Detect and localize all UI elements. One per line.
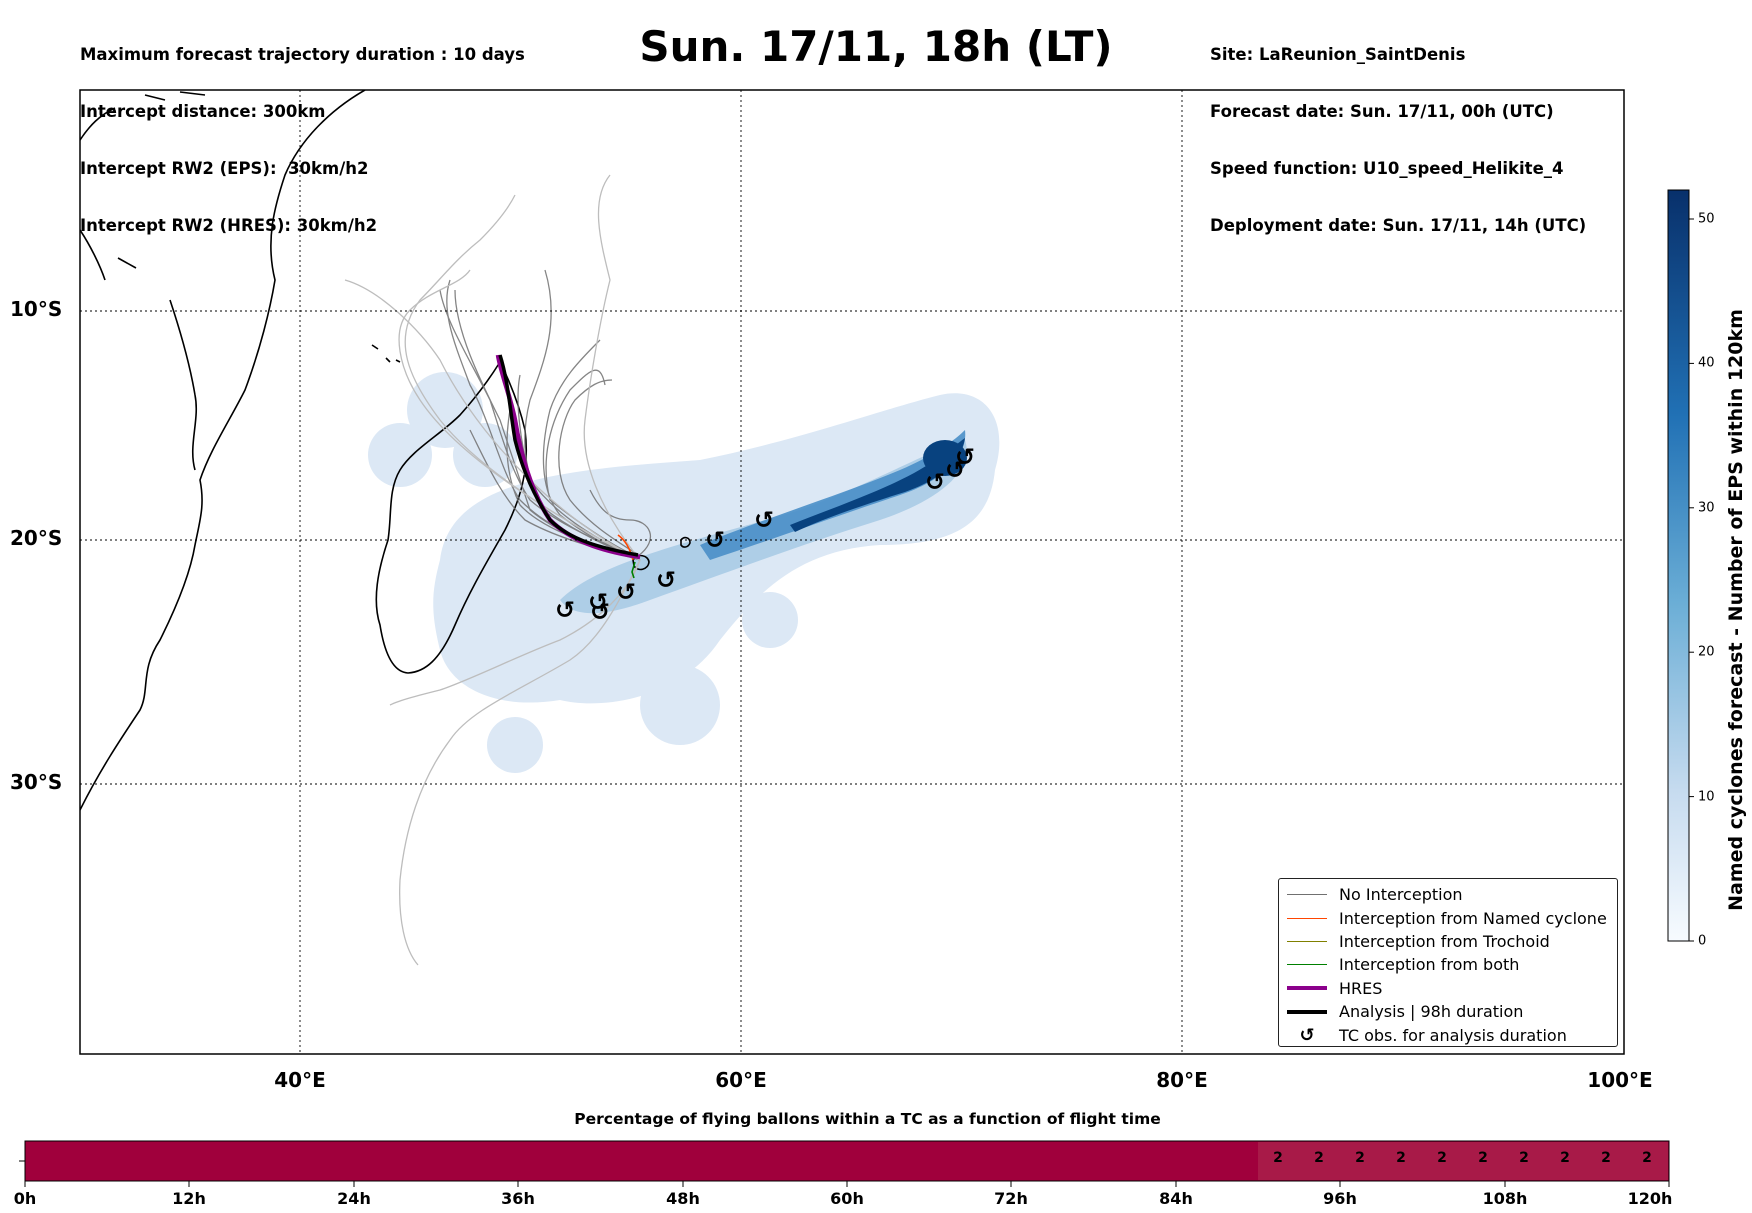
colorbar-tick-10: 10 [1698,789,1715,805]
legend-label: Interception from Trochoid [1339,931,1550,951]
flight-time-tick-36h: 36h [501,1189,535,1208]
flight-time-tick-96h: 96h [1323,1189,1357,1208]
cyclone-density-high [700,430,966,560]
header-right-line: Forecast date: Sun. 17/11, 00h (UTC) [1210,102,1554,121]
pct-value: 2 [1478,1150,1488,1166]
flight-time-title: Percentage of flying ballons within a TC… [574,1110,1161,1128]
tc-observations: ↺ ↺ ↺ ↺ ↺ ↺ ↺ ↺ ↺ ↺ [555,443,975,626]
lon-label-80e: 80°E [1156,1068,1208,1092]
header-left-line: Intercept distance: 300km [80,102,326,121]
red-sea-coast [169,299,198,471]
legend-item-analysis: Analysis | 98h duration [1287,1000,1609,1023]
pct-value: 2 [1314,1150,1324,1166]
flight-time-tick-84h: 84h [1159,1189,1193,1208]
legend-label: Interception from both [1339,955,1520,975]
colorbar-tick-40: 40 [1698,355,1715,371]
eps-trajectories-faint [344,174,641,966]
analysis-track [498,354,639,557]
colorbar-tick-20: 20 [1698,644,1715,660]
map-layers: ↺ ↺ ↺ ↺ ↺ ↺ ↺ ↺ ↺ ↺ [80,90,1624,1054]
map-title: Sun. 17/11, 18h (LT) [639,22,1113,71]
cyclone-density-core [790,438,967,532]
colorbar-tick-30: 30 [1698,500,1715,516]
tc-obs-symbol: ↺ [925,468,945,496]
tc-obs-symbol: ↺ [555,596,575,624]
tc-obs-symbol: ↺ [754,506,774,534]
legend-item-hres: HRES [1287,977,1609,1000]
cyclone-symbol-icon: ↺ [1299,1024,1315,1046]
flight-time-tick-72h: 72h [994,1189,1028,1208]
lon-label-100e: 100°E [1587,1068,1653,1092]
legend-item-both: Interception from both [1287,953,1609,976]
pct-value: 2 [1642,1150,1652,1166]
mauritius-island [680,536,691,548]
tc-obs-symbol: ↺ [705,526,725,554]
legend-item-tc-obs: ↺ TC obs. for analysis duration [1287,1023,1609,1046]
pct-value: 2 [1601,1150,1611,1166]
tc-obs-symbol: ↺ [590,598,610,626]
flight-time-tick-60h: 60h [830,1189,864,1208]
colorbar-ticks [1689,218,1694,942]
header-left-info: Maximum forecast trajectory duration : 1… [80,7,525,254]
tc-obs-symbol: ↺ [588,588,608,616]
map-legend: No Interception Interception from Named … [1278,878,1618,1047]
legend-label: TC obs. for analysis duration [1339,1025,1567,1045]
lat-label-10s: 10°S [10,297,63,321]
legend-item-named-cyclone: Interception from Named cyclone [1287,906,1609,929]
header-right-line: Site: LaReunion_SaintDenis [1210,45,1466,64]
header-right-line: Deployment date: Sun. 17/11, 14h (UTC) [1210,216,1587,235]
colorbar [1667,189,1690,942]
lat-label-30s: 30°S [10,770,63,794]
arabia-coast [80,91,206,141]
header-left-line: Intercept RW2 (EPS): 30km/h2 [80,159,369,178]
legend-label: Interception from Named cyclone [1339,908,1607,928]
flight-time-tick-24h: 24h [337,1189,371,1208]
legend-label: Analysis | 98h duration [1339,1002,1524,1022]
africa-coastline [80,90,366,811]
legend-label: HRES [1339,978,1383,998]
coastlines [80,90,691,811]
tc-obs-symbol: ↺ [656,566,676,594]
lon-label-60e: 60°E [715,1068,767,1092]
tc-obs-symbol: ↺ [945,456,965,484]
header-left-line: Maximum forecast trajectory duration : 1… [80,45,525,64]
colorbar-label: Named cyclones forecast - Number of EPS … [1725,309,1747,911]
tc-obs-symbol: ↺ [616,578,636,606]
flight-time-bar-tail [1258,1142,1668,1180]
flight-time-tick-12h: 12h [172,1189,206,1208]
pct-value: 2 [1355,1150,1365,1166]
flight-time-ticks [19,1160,1670,1187]
flight-time-tick-120h: 120h [1627,1189,1673,1208]
map-frame [79,89,1625,1055]
comoros-islands [371,344,401,363]
flight-time-tick-48h: 48h [666,1189,700,1208]
legend-item-trochoid: Interception from Trochoid [1287,930,1609,953]
colorbar-tick-50: 50 [1698,211,1715,227]
gridlines [80,90,1624,1054]
colorbar-tick-0: 0 [1698,933,1707,949]
pct-value: 2 [1560,1150,1570,1166]
legend-item-no-interception: No Interception [1287,883,1609,906]
pct-value: 2 [1519,1150,1529,1166]
pct-value: 2 [1437,1150,1447,1166]
header-right-info: Site: LaReunion_SaintDenis Forecast date… [1210,7,1586,254]
legend-label: No Interception [1339,885,1463,905]
pct-value: 2 [1396,1150,1406,1166]
madagascar-coastline [375,360,528,674]
flight-time-tick-0h: 0h [13,1189,37,1208]
somalia-horn [80,229,137,281]
pct-value: 2 [1273,1150,1283,1166]
flight-time-tick-108h: 108h [1482,1189,1528,1208]
header-right-line: Speed function: U10_speed_Helikite_4 [1210,159,1564,178]
tc-obs-symbol: ↺ [955,443,975,471]
lat-label-20s: 20°S [10,526,63,550]
lon-label-40e: 40°E [274,1068,326,1092]
